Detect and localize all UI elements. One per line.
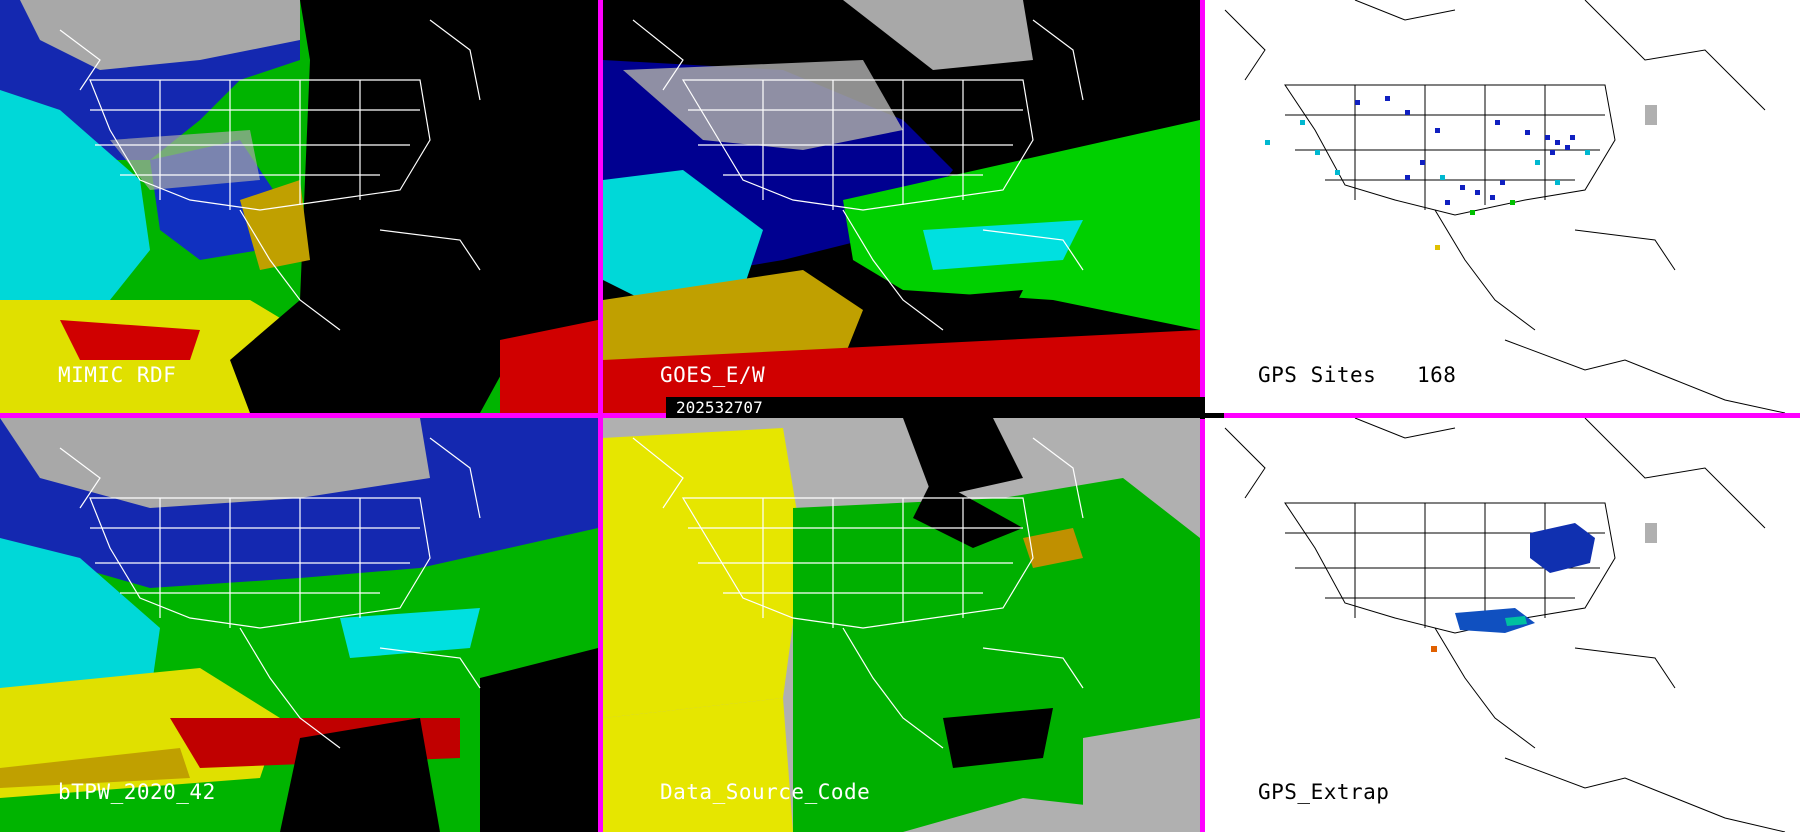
timestamp-bar (666, 397, 1224, 419)
timestamp-text: 202532707 (676, 398, 763, 417)
goes-ew-map (603, 0, 1200, 413)
panel-gps-sites (1205, 0, 1800, 413)
panel-goes-ew (603, 0, 1200, 413)
panel-label-gps-extrap: GPS_Extrap (1258, 780, 1390, 804)
data-source-map (603, 418, 1200, 832)
panel-label-mimic-rdf: MIMIC RDF (58, 363, 177, 387)
panel-label-goes-ew: GOES_E/W (660, 363, 766, 387)
panel-gps-extrap (1205, 418, 1800, 832)
panel-mimic-rdf (0, 0, 598, 413)
panel-btpw (0, 418, 598, 832)
panel-label-gps-sites: GPS Sites (1258, 363, 1377, 387)
panel-label-btpw: bTPW_2020_42 (58, 780, 216, 804)
gps-extrap-map (1205, 418, 1800, 832)
btpw-map (0, 418, 598, 832)
panel-label-data-source-code: Data_Source_Code (660, 780, 871, 804)
panel-data-source-code (603, 418, 1200, 832)
gps-sites-map (1205, 0, 1800, 413)
gps-site-count: 168 (1417, 363, 1457, 387)
mimic-rdf-map (0, 0, 598, 413)
